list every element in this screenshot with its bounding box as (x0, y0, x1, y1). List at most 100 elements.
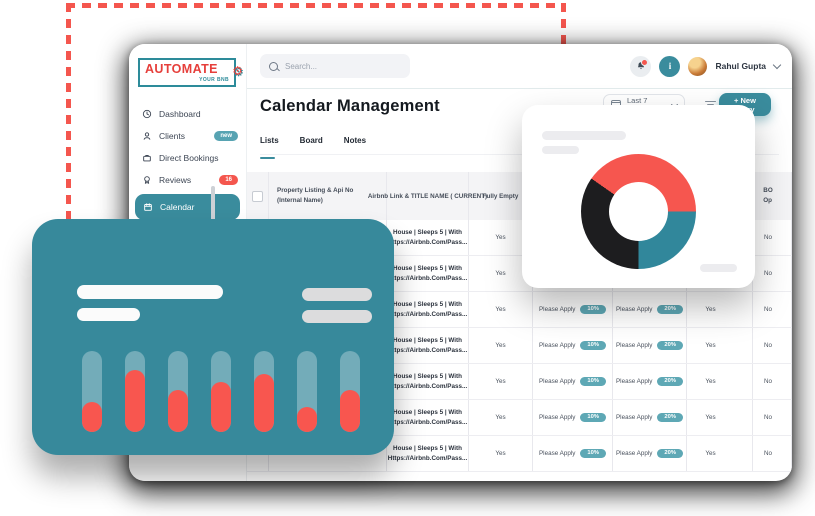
header-property: Property Listing & Api No (Internal Name) (269, 172, 387, 220)
percent-badge: 10% (580, 448, 607, 459)
airbnb-link-cell: House | Sleeps 5 | With Https://Airbnb.C… (387, 364, 469, 399)
percent-badge: 10% (580, 376, 607, 387)
bar-track (168, 351, 188, 432)
bar-track (82, 351, 102, 432)
bar-fill (254, 374, 274, 432)
flag-1-cell: Yes (687, 292, 753, 327)
info-button[interactable]: i (659, 55, 681, 77)
header-checkbox-cell (247, 172, 269, 220)
logo-title: AUTOMATE (145, 62, 218, 76)
percent-badge: 10% (580, 340, 607, 351)
calendar-icon (144, 202, 152, 211)
flag-2-cell: No (753, 292, 792, 327)
discount-1-cell: Please Apply 10% (533, 328, 613, 363)
sidebar-item-clients[interactable]: Clients new (129, 125, 246, 147)
count-badge: 16 (219, 174, 238, 185)
skeleton-bar (542, 146, 579, 154)
percent-badge: 10% (580, 304, 607, 315)
bar-fill (211, 382, 231, 432)
logo: AUTOMATE YOUR BNB ⚙ (138, 58, 243, 87)
filter-icon (704, 100, 716, 103)
percent-badge: 20% (657, 340, 684, 351)
flag-2-cell: No (753, 328, 792, 363)
airbnb-link-cell: House | Sleeps 5 | With Https://Airbnb.C… (387, 256, 469, 291)
flag-2-cell: No (753, 364, 792, 399)
header-airbnb-link: Airbnb Link & TITLE NAME ( CURRENT) (368, 172, 487, 220)
bar-track (297, 351, 317, 432)
sidebar-scrollbar[interactable] (211, 186, 215, 230)
bar-fill (125, 370, 145, 432)
new-badge: new (214, 130, 238, 141)
airbnb-link-cell: House | Sleeps 5 | With Https://Airbnb.C… (387, 292, 469, 327)
page-title: Calendar Management (260, 97, 440, 115)
skeleton-bar (302, 288, 372, 301)
award-icon (144, 175, 150, 184)
tab-bar: Lists Board Notes (260, 136, 779, 159)
percent-badge: 20% (657, 412, 684, 423)
flag-2-cell: No (753, 256, 792, 291)
decorative-dashed-line-left (66, 3, 71, 219)
notifications-button[interactable] (630, 55, 652, 77)
discount-2-cell: Please Apply 20% (613, 400, 687, 435)
bar-track (125, 351, 145, 432)
sidebar-item-label: Calendar (160, 201, 195, 212)
sidebar-item-label: Clients (159, 130, 185, 141)
sidebar-nav: Dashboard Clients new Direct Bookings Re… (129, 103, 246, 220)
select-all-checkbox[interactable] (252, 190, 263, 202)
chevron-down-icon[interactable] (772, 60, 782, 69)
flag-1-cell: Yes (687, 328, 753, 363)
discount-2-cell: Please Apply 20% (613, 436, 687, 471)
user-name[interactable]: Rahul Gupta (715, 61, 766, 71)
fully-empty-cell: Yes (469, 436, 533, 471)
briefcase-icon (143, 154, 151, 161)
logo-subtitle: YOUR BNB (199, 76, 229, 83)
dashboard-icon (142, 109, 152, 118)
flag-1-cell: Yes (687, 400, 753, 435)
bar-fill (340, 390, 360, 432)
sidebar-item-direct-bookings[interactable]: Direct Bookings (129, 147, 246, 169)
airbnb-link-cell: House | Sleeps 5 | With Https://Airbnb.C… (387, 328, 469, 363)
bar-fill (297, 407, 317, 432)
donut-chart-card (522, 105, 755, 288)
header-bo-option: BO Op (753, 172, 792, 220)
fully-empty-cell: Yes (469, 328, 533, 363)
discount-2-cell: Please Apply 20% (613, 292, 687, 327)
skeleton-bar (77, 308, 140, 321)
airbnb-link-cell: House | Sleeps 5 | With Https://Airbnb.C… (387, 436, 469, 471)
tab-notes[interactable]: Notes (343, 136, 367, 145)
bar-fill (82, 402, 102, 432)
discount-2-cell: Please Apply 20% (613, 328, 687, 363)
sidebar-item-calendar[interactable]: Calendar (135, 193, 240, 220)
percent-badge: 20% (657, 376, 684, 387)
discount-2-cell: Please Apply 20% (613, 364, 687, 399)
fully-empty-cell: Yes (469, 400, 533, 435)
search-placeholder: Search... (285, 61, 318, 71)
search-input[interactable]: Search... (260, 54, 410, 78)
gear-icon: ⚙ (232, 64, 243, 78)
teal-illustration-card (32, 219, 394, 455)
percent-badge: 20% (657, 304, 684, 315)
sidebar-item-label: Direct Bookings (159, 152, 219, 163)
percent-badge: 10% (580, 412, 607, 423)
topbar: Search... i Rahul Gupta (247, 44, 792, 89)
percent-badge: 20% (657, 448, 684, 459)
sidebar-item-reviews[interactable]: Reviews 16 (129, 169, 246, 191)
bar-track (340, 351, 360, 432)
notification-dot (641, 58, 649, 66)
clients-icon (143, 131, 151, 140)
decorative-dashed-line-top (66, 3, 566, 8)
fully-empty-cell: Yes (469, 292, 533, 327)
skeleton-bar (77, 285, 223, 299)
tab-lists[interactable]: Lists (260, 136, 279, 159)
tab-board[interactable]: Board (299, 136, 323, 145)
discount-1-cell: Please Apply 10% (533, 400, 613, 435)
sidebar-item-label: Reviews (159, 174, 192, 185)
skeleton-bar (700, 264, 737, 272)
avatar[interactable] (688, 56, 708, 76)
sidebar-item-dashboard[interactable]: Dashboard (129, 103, 246, 125)
flag-2-cell: No (753, 436, 792, 471)
skeleton-bar (542, 131, 626, 140)
flag-2-cell: No (753, 220, 792, 255)
flag-1-cell: Yes (687, 364, 753, 399)
